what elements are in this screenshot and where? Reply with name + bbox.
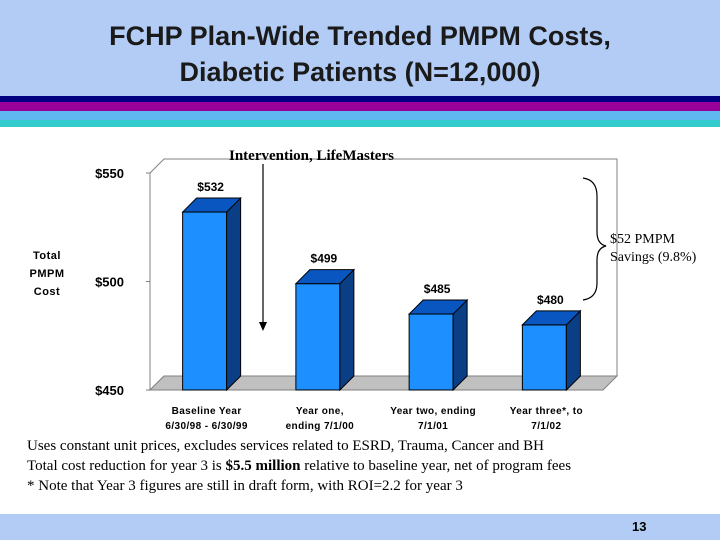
bar-value-label: $480: [537, 293, 564, 307]
savings-brace: [582, 177, 607, 301]
title-line-1: FCHP Plan-Wide Trended PMPM Costs,: [109, 21, 611, 51]
note-total-reduction-pre: Total cost reduction for year 3 is: [27, 458, 226, 474]
x-category-label: 7/1/02: [531, 421, 561, 432]
bar-value-label: $532: [197, 180, 224, 194]
y-axis-title-line: Cost: [34, 286, 60, 298]
title-header: FCHP Plan-Wide Trended PMPM Costs, Diabe…: [0, 0, 720, 98]
bar-front: [182, 211, 228, 391]
y-tick-label: $550: [95, 166, 124, 181]
x-category-label: ending 7/1/00: [286, 421, 355, 432]
stripe-light-blue: [0, 111, 720, 120]
page-number: 13: [632, 519, 647, 534]
footer-bar: [0, 514, 720, 540]
intervention-label: Intervention, LifeMasters: [229, 148, 394, 164]
bar-side: [339, 268, 355, 392]
x-category-label: Baseline Year: [172, 406, 242, 417]
note-total-reduction-post: relative to baseline year, net of progra…: [300, 458, 572, 474]
y-tick-label: $450: [95, 383, 124, 398]
bar-top: [294, 269, 356, 285]
x-category-label: Year one,: [296, 406, 344, 417]
bar-front: [295, 283, 341, 391]
note-total-reduction-amount: $5.5 million: [225, 458, 301, 474]
x-category-label: 6/30/98 - 6/30/99: [165, 421, 247, 432]
footnotes: Uses constant unit prices, excludes serv…: [27, 436, 717, 496]
bar-value-label: $485: [424, 282, 451, 296]
slide-title: FCHP Plan-Wide Trended PMPM Costs, Diabe…: [0, 18, 720, 90]
x-category-label: Year three*, to: [510, 406, 583, 417]
savings-label-line1: $52 PMPM: [610, 232, 676, 247]
note-year3-draft: * Note that Year 3 figures are still in …: [27, 478, 463, 494]
intervention-arrow-head: [259, 322, 267, 331]
bar-front: [521, 324, 567, 391]
stripe-navy: [0, 96, 720, 102]
bar-top: [521, 310, 582, 326]
bar-side: [452, 298, 468, 392]
y-axis-title-line: Total: [33, 250, 61, 262]
note-constant-prices: Uses constant unit prices, excludes serv…: [27, 438, 544, 454]
bar-front: [408, 313, 454, 391]
bar-side: [226, 196, 242, 392]
pmpm-bar-chart: $550 $500 $450 Total PMPM Cost $532 Baseline Ye…: [30, 148, 697, 432]
bar-value-label: $499: [311, 252, 338, 266]
bar-top: [407, 299, 469, 315]
title-line-2: Diabetic Patients (N=12,000): [179, 57, 541, 87]
note-total-reduction: Total cost reduction for year 3 is $5.5 …: [27, 456, 717, 476]
stripe-cyan: [0, 120, 720, 127]
x-category-label: Year two, ending: [390, 406, 476, 417]
stripe-magenta: [0, 102, 720, 111]
savings-label-line2: Savings (9.8%): [610, 250, 697, 265]
x-category-label: 7/1/01: [418, 421, 448, 432]
y-axis-title-line: PMPM: [30, 268, 65, 280]
bar-top: [181, 197, 242, 213]
y-tick-label: $500: [95, 275, 124, 290]
